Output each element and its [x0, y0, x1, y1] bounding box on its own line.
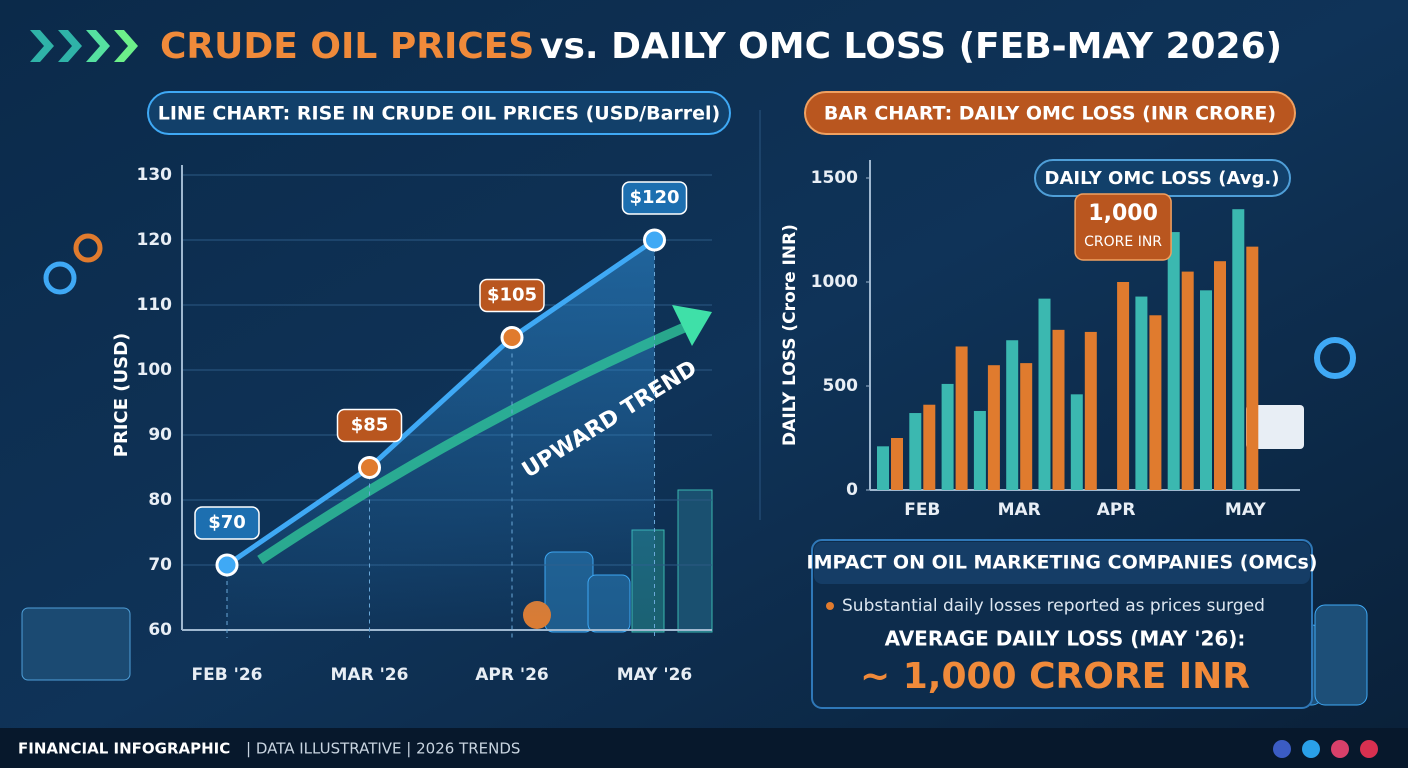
data-point	[215, 553, 239, 577]
data-label: $120	[629, 187, 679, 208]
x-tick-label: FEB	[904, 500, 940, 520]
x-tick-label: MAY	[1225, 500, 1266, 520]
social-icons[interactable]	[1273, 740, 1378, 758]
y-tick-label: 90	[148, 425, 172, 445]
bar	[1020, 363, 1033, 490]
y-tick-label: 130	[137, 165, 173, 185]
y-tick-label: 70	[148, 555, 172, 575]
callout: DAILY OMC LOSS (Avg.)	[1045, 168, 1280, 189]
label-tag	[336, 408, 403, 443]
impact-bullet: Substantial daily losses reported as pri…	[842, 596, 1265, 616]
data-label: $70	[208, 512, 246, 533]
footer-tags: | DATA ILLUSTRATIVE | 2026 TRENDS	[246, 740, 520, 758]
bar	[923, 404, 936, 490]
x-tick-label: MAR	[998, 500, 1041, 520]
y-tick-label: 0	[846, 480, 858, 500]
bar	[1200, 290, 1212, 490]
trend-arrowhead	[672, 305, 712, 346]
bar	[987, 365, 1000, 490]
bar	[1052, 329, 1065, 490]
x-tick-label: APR '26	[475, 665, 549, 685]
impact-title: IMPACT ON OIL MARKETING COMPANIES (OMCs)	[807, 552, 1318, 574]
y-tick-label: 110	[137, 295, 173, 315]
x-tick-label: FEB '26	[192, 665, 263, 685]
annotation: CRORE INR	[1084, 234, 1162, 250]
y-tick-label: 500	[823, 376, 859, 396]
bar	[973, 410, 986, 490]
bar	[1084, 331, 1097, 490]
x-tick-label: MAY '26	[617, 665, 693, 685]
data-point	[500, 326, 524, 349]
y-tick-label: 120	[137, 230, 173, 250]
title-highlight: CRUDE OIL PRICES	[160, 26, 534, 67]
y-tick-label: 100	[137, 360, 173, 380]
data-point	[643, 228, 666, 252]
label-tag	[621, 181, 688, 215]
line-title-pill	[147, 91, 731, 135]
label-tag	[1074, 193, 1172, 261]
bar	[909, 413, 922, 490]
bar	[1149, 315, 1162, 490]
bar-title-pill	[804, 91, 1296, 135]
impact-subhead: AVERAGE DAILY LOSS (MAY '26):	[885, 627, 1246, 651]
label-tag	[194, 506, 260, 540]
x-tick-label: APR	[1097, 500, 1136, 520]
bar	[1070, 394, 1083, 490]
presenter-screen	[21, 233, 1356, 681]
y-axis-label: DAILY LOSS (Crore INR)	[780, 224, 800, 446]
label-tag	[479, 278, 545, 313]
impact-header	[814, 542, 1310, 584]
bar	[1038, 298, 1051, 490]
bar	[877, 446, 889, 490]
bar	[1232, 209, 1245, 490]
y-tick-label: 1000	[811, 272, 858, 292]
price-line	[224, 237, 657, 568]
impact-headline: ~ 1,000 CRORE INR	[860, 656, 1250, 697]
y-tick-label: 60	[148, 620, 172, 640]
data-label: $105	[487, 285, 537, 306]
bar	[1246, 246, 1259, 490]
data-point	[358, 456, 381, 479]
bar	[1135, 296, 1148, 490]
bar	[1006, 340, 1019, 490]
area-fill	[227, 240, 655, 630]
title-rest: vs. DAILY OMC LOSS (FEB-MAY 2026)	[540, 26, 1282, 67]
bar	[1167, 232, 1180, 490]
chevrons	[30, 30, 138, 62]
y-tick-label: 80	[148, 490, 172, 510]
bar	[1214, 261, 1226, 490]
bar	[941, 383, 954, 490]
bar-chart-title: BAR CHART: DAILY OMC LOSS (INR CRORE)	[824, 103, 1276, 125]
bar	[1181, 271, 1194, 490]
y-tick-label: 1500	[811, 168, 858, 188]
data-label: 1,000	[1088, 201, 1158, 226]
trend-arrow	[257, 320, 692, 565]
bar	[891, 438, 903, 490]
bar	[955, 346, 968, 490]
footer-brand: FINANCIAL INFOGRAPHIC	[18, 740, 230, 758]
y-axis-label: PRICE (USD)	[111, 333, 132, 458]
line-chart-title: LINE CHART: RISE IN CRUDE OIL PRICES (US…	[158, 103, 721, 125]
x-tick-label: MAR '26	[331, 665, 409, 685]
footer-bar	[0, 728, 1408, 768]
bar	[1117, 282, 1130, 490]
data-label: $85	[351, 415, 389, 436]
bullet-dot	[826, 602, 834, 610]
